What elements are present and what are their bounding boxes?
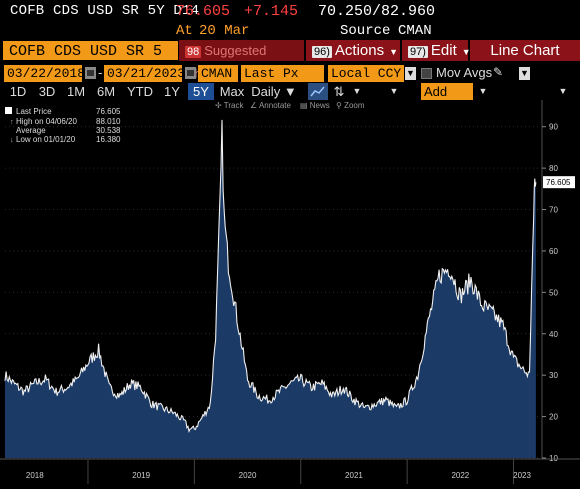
x-tick-label: 2018 (26, 471, 44, 480)
x-tick-label: 2022 (451, 471, 469, 480)
svg-text:↓: ↓ (10, 135, 14, 144)
start-date-input[interactable]: 03/22/2018 (4, 65, 85, 82)
calendar-icon[interactable] (85, 67, 96, 79)
security-title-field[interactable]: COFB CDS USD SR 5 (2, 40, 179, 61)
chevron-down-icon[interactable]: ▼ (558, 86, 568, 96)
range-button-1d[interactable]: 1D (9, 84, 27, 99)
line-chart-button[interactable]: Line Chart (470, 40, 580, 61)
chevron-down-icon: ▼ (389, 47, 399, 57)
annotate-button[interactable]: ∠ Annotate (250, 101, 292, 110)
security-ticker: COFB CDS USD SR 5Y D14 (10, 3, 200, 19)
y-tick-label: 20 (549, 413, 558, 422)
at-label: At (176, 23, 193, 39)
y-tick-label: 40 (549, 330, 558, 339)
y-tick-label: 60 (549, 247, 558, 256)
y-tick-label: 30 (549, 371, 558, 380)
edit-menu[interactable]: 97) Edit ▼ (402, 40, 471, 61)
zoom-button[interactable]: ⚲ Zoom (336, 101, 365, 110)
line-style-icon[interactable] (308, 83, 328, 100)
quote-header: COFB CDS USD SR 5Y D14 76.605 +7.145 70.… (0, 0, 580, 22)
chevron-down-icon[interactable]: ▼ (389, 86, 399, 96)
legend-high-value: 88.010 (96, 117, 121, 126)
x-tick-label: 2023 (513, 471, 531, 480)
legend-swatch (5, 107, 12, 114)
track-button[interactable]: ✢ Track (215, 101, 244, 110)
y-tick-label: 90 (549, 123, 558, 132)
end-date-input[interactable]: 03/21/2023 (104, 65, 185, 82)
y-tick-label: 70 (549, 206, 558, 215)
price-area (5, 119, 536, 459)
legend-low-value: 16.380 (96, 135, 121, 144)
chart-settings-row: 03/22/2018 - 03/21/2023 CMAN Last Px Loc… (0, 65, 580, 83)
at-date: 20 Mar (199, 23, 250, 39)
legend-high-label: High on 04/06/20 (16, 117, 77, 126)
sort-icon[interactable]: ⇅ (333, 84, 345, 99)
source-label: Source (340, 23, 391, 39)
y-tick-label: 80 (549, 164, 558, 173)
mov-avgs-checkbox[interactable] (421, 68, 432, 79)
last-value-label: 76.605 (546, 178, 571, 187)
svg-text:↑: ↑ (10, 117, 14, 126)
calendar-icon[interactable] (185, 67, 196, 79)
range-toolbar: 1D 3D 1M 6M YTD 1Y 5Y Max Daily ▼ ⇅ ▼ ▼ Add Dat… (0, 83, 580, 116)
day-range: 70.250/82.960 (318, 3, 436, 20)
source-value: CMAN (398, 23, 432, 39)
last-value-marker (543, 176, 575, 189)
chevron-down-icon[interactable]: ▼ (405, 67, 416, 80)
x-tick-label: 2020 (239, 471, 257, 480)
range-button-max[interactable]: Max (219, 84, 245, 99)
legend-low-label: Low on 01/01/20 (16, 135, 76, 144)
add-data-input[interactable]: Add Data (421, 83, 473, 116)
chevron-down-icon[interactable]: ▼ (519, 67, 530, 80)
price-chart[interactable]: 10 20 30 40 50 60 70 80 90 2018 2019 2020 2021 2022 2… (0, 100, 580, 484)
chart-legend: Last Price 76.605 ↑ High on 04/06/20 88.… (5, 107, 121, 144)
field-select[interactable]: Last Px (241, 65, 324, 82)
frequency-select[interactable]: Daily ▼ (251, 84, 297, 99)
legend-average-label: Average (16, 126, 46, 135)
chevron-down-icon[interactable]: ▼ (352, 86, 362, 96)
actions-menu[interactable]: 96) Actions ▼ (306, 40, 400, 61)
x-tick-label: 2021 (345, 471, 363, 480)
y-tick-label: 50 (549, 288, 558, 297)
legend-average-value: 30.538 (96, 126, 121, 135)
range-button-5y[interactable]: 5Y (188, 83, 214, 100)
legend-last-value: 76.605 (96, 107, 121, 116)
pricing-source-input[interactable]: CMAN (198, 65, 238, 82)
quote-subheader: At 20 Mar Source CMAN (0, 22, 580, 40)
range-button-1y[interactable]: 1Y (164, 84, 180, 99)
chevron-down-icon[interactable]: ▼ (478, 86, 488, 96)
legend-last-label: Last Price (16, 107, 52, 116)
mov-avgs-label: Mov Avgs (436, 65, 493, 80)
chevron-down-icon: ▼ (461, 47, 471, 57)
price-line (4, 119, 537, 434)
currency-select[interactable]: Local CCY (328, 65, 404, 82)
range-button-6m[interactable]: 6M (96, 84, 116, 99)
price-change: +7.145 (244, 3, 299, 20)
last-price: 76.605 (176, 3, 231, 20)
range-button-ytd[interactable]: YTD (127, 84, 153, 99)
range-button-1m[interactable]: 1M (66, 84, 86, 99)
range-button-3d[interactable]: 3D (38, 84, 56, 99)
x-tick-label: 2019 (132, 471, 150, 480)
news-button[interactable]: ▤ News (300, 101, 330, 110)
pencil-icon[interactable]: ✎ (493, 65, 504, 79)
